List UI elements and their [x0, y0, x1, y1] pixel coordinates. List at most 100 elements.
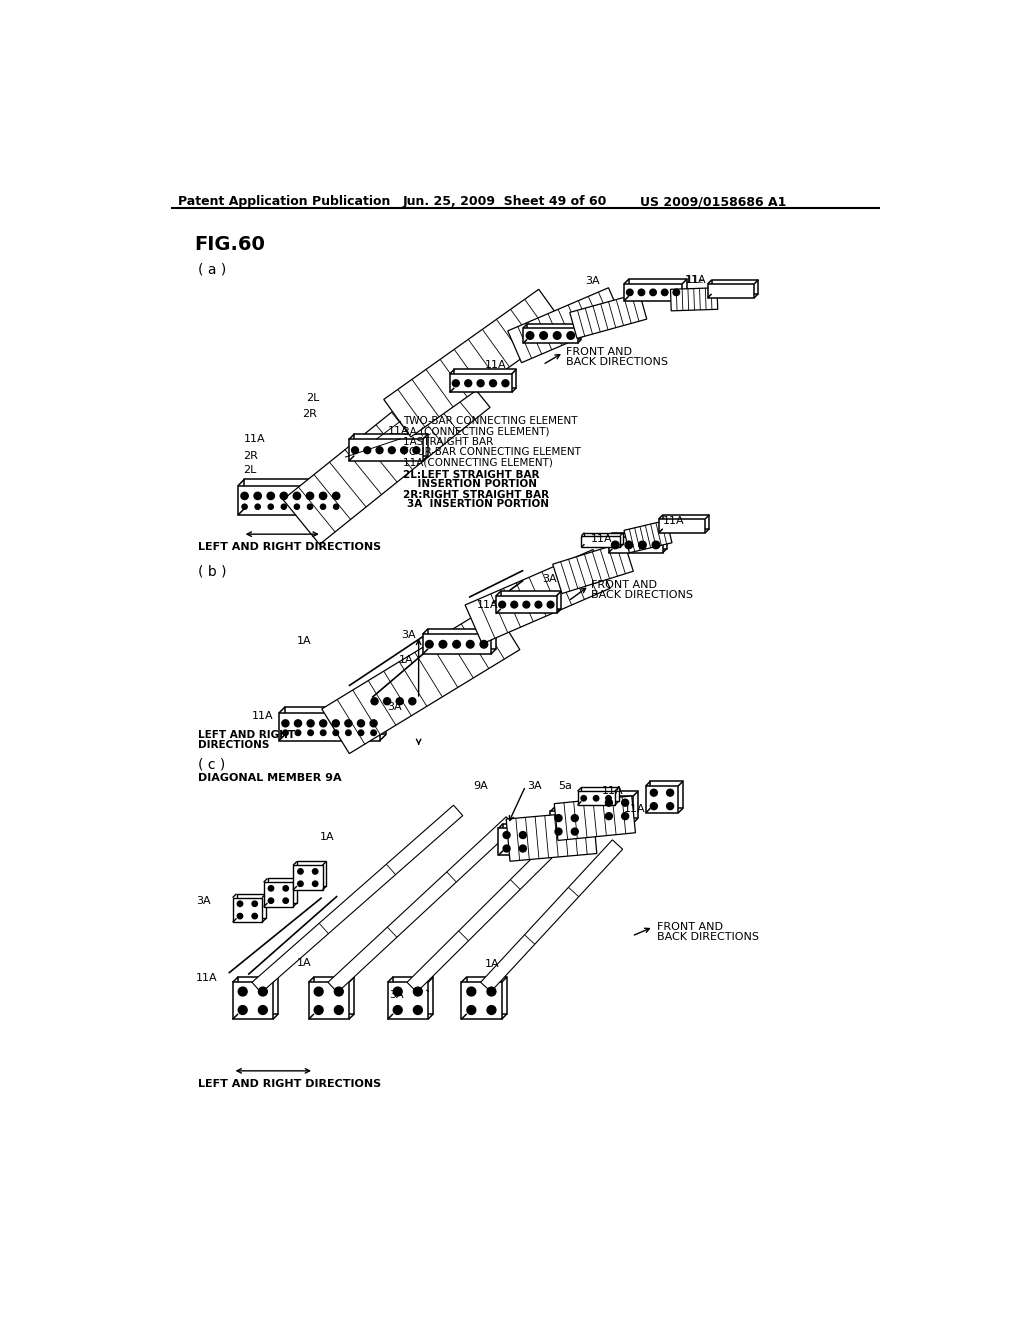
Circle shape: [466, 640, 474, 648]
Circle shape: [519, 832, 526, 838]
Circle shape: [625, 541, 633, 549]
Circle shape: [294, 504, 299, 510]
Polygon shape: [501, 591, 561, 609]
Circle shape: [319, 492, 327, 499]
Text: 2L:LEFT STRAIGHT BAR: 2L:LEFT STRAIGHT BAR: [403, 470, 540, 480]
Text: BACK DIRECTIONS: BACK DIRECTIONS: [656, 932, 759, 942]
Polygon shape: [263, 882, 293, 907]
Polygon shape: [354, 434, 428, 455]
Text: 2L: 2L: [306, 393, 319, 403]
Text: LEFT AND RIGHT DIRECTIONS: LEFT AND RIGHT DIRECTIONS: [198, 1078, 381, 1089]
Circle shape: [606, 796, 611, 801]
Text: LEFT AND RIGHT: LEFT AND RIGHT: [198, 730, 295, 739]
Text: 11A: 11A: [602, 785, 624, 796]
Circle shape: [519, 845, 526, 851]
Text: 11A: 11A: [252, 711, 273, 721]
Text: 2R: 2R: [243, 451, 258, 461]
Circle shape: [238, 913, 243, 919]
Circle shape: [333, 492, 340, 499]
Polygon shape: [658, 519, 706, 533]
Circle shape: [357, 719, 365, 727]
Polygon shape: [286, 706, 386, 734]
Text: ( a ): ( a ): [198, 263, 226, 276]
Circle shape: [667, 789, 674, 796]
Polygon shape: [238, 977, 279, 1014]
Text: 3A: 3A: [389, 990, 403, 1001]
Circle shape: [254, 492, 261, 499]
Polygon shape: [393, 977, 433, 1014]
Circle shape: [581, 796, 587, 801]
Circle shape: [426, 640, 433, 648]
Text: 3A (CONNECTING ELEMENT): 3A (CONNECTING ELEMENT): [403, 426, 550, 437]
Text: 5a: 5a: [558, 780, 572, 791]
Circle shape: [282, 504, 287, 510]
Circle shape: [332, 719, 339, 727]
Circle shape: [312, 880, 317, 887]
Polygon shape: [523, 327, 578, 343]
Text: 11A: 11A: [663, 516, 684, 525]
Circle shape: [667, 803, 674, 809]
Circle shape: [567, 331, 574, 339]
Circle shape: [298, 880, 303, 887]
Polygon shape: [245, 479, 349, 508]
Text: 3A  INSERTION PORTION: 3A INSERTION PORTION: [407, 499, 549, 508]
Circle shape: [639, 541, 646, 549]
Text: 2R:RIGHT STRAIGHT BAR: 2R:RIGHT STRAIGHT BAR: [403, 490, 549, 499]
Circle shape: [536, 601, 542, 609]
Circle shape: [467, 987, 476, 997]
Circle shape: [555, 828, 562, 836]
Polygon shape: [605, 792, 638, 818]
Circle shape: [393, 1006, 402, 1015]
Polygon shape: [585, 533, 624, 544]
Polygon shape: [608, 537, 663, 553]
Text: 9A: 9A: [473, 780, 487, 791]
Circle shape: [283, 730, 288, 735]
Polygon shape: [314, 977, 354, 1014]
Polygon shape: [428, 628, 496, 649]
Circle shape: [499, 601, 506, 609]
Polygon shape: [582, 788, 618, 801]
Circle shape: [414, 987, 422, 997]
Text: 3A: 3A: [586, 276, 600, 286]
Text: ( c ): ( c ): [198, 758, 225, 771]
Circle shape: [241, 492, 248, 499]
Circle shape: [281, 492, 288, 499]
Circle shape: [345, 719, 352, 727]
Circle shape: [650, 803, 657, 809]
Circle shape: [242, 504, 247, 510]
Text: FRONT AND: FRONT AND: [592, 581, 657, 590]
Text: 2L: 2L: [243, 465, 256, 475]
Polygon shape: [297, 862, 327, 886]
Polygon shape: [550, 812, 583, 838]
Circle shape: [312, 869, 317, 874]
Polygon shape: [308, 982, 349, 1019]
Circle shape: [282, 719, 289, 727]
Text: 3A: 3A: [527, 780, 542, 791]
Polygon shape: [384, 289, 566, 437]
Circle shape: [319, 719, 327, 727]
Circle shape: [314, 1006, 324, 1015]
Polygon shape: [322, 605, 520, 754]
Circle shape: [526, 331, 534, 339]
Circle shape: [358, 730, 364, 735]
Circle shape: [268, 886, 273, 891]
Circle shape: [673, 289, 680, 296]
Polygon shape: [612, 533, 667, 549]
Circle shape: [321, 730, 326, 735]
Text: DIAGONAL MEMBER 9A: DIAGONAL MEMBER 9A: [198, 774, 341, 783]
Polygon shape: [508, 288, 623, 363]
Text: 1A: 1A: [297, 636, 311, 645]
Circle shape: [503, 832, 510, 838]
Circle shape: [605, 813, 612, 820]
Polygon shape: [506, 812, 597, 861]
Circle shape: [467, 1006, 476, 1015]
Polygon shape: [650, 781, 683, 808]
Polygon shape: [407, 829, 571, 993]
Text: INSERTION PORTION: INSERTION PORTION: [403, 479, 538, 490]
Polygon shape: [450, 374, 512, 392]
Circle shape: [255, 504, 260, 510]
Circle shape: [346, 730, 351, 735]
Circle shape: [605, 799, 612, 807]
Circle shape: [622, 799, 629, 807]
Text: 2R: 2R: [302, 409, 317, 418]
